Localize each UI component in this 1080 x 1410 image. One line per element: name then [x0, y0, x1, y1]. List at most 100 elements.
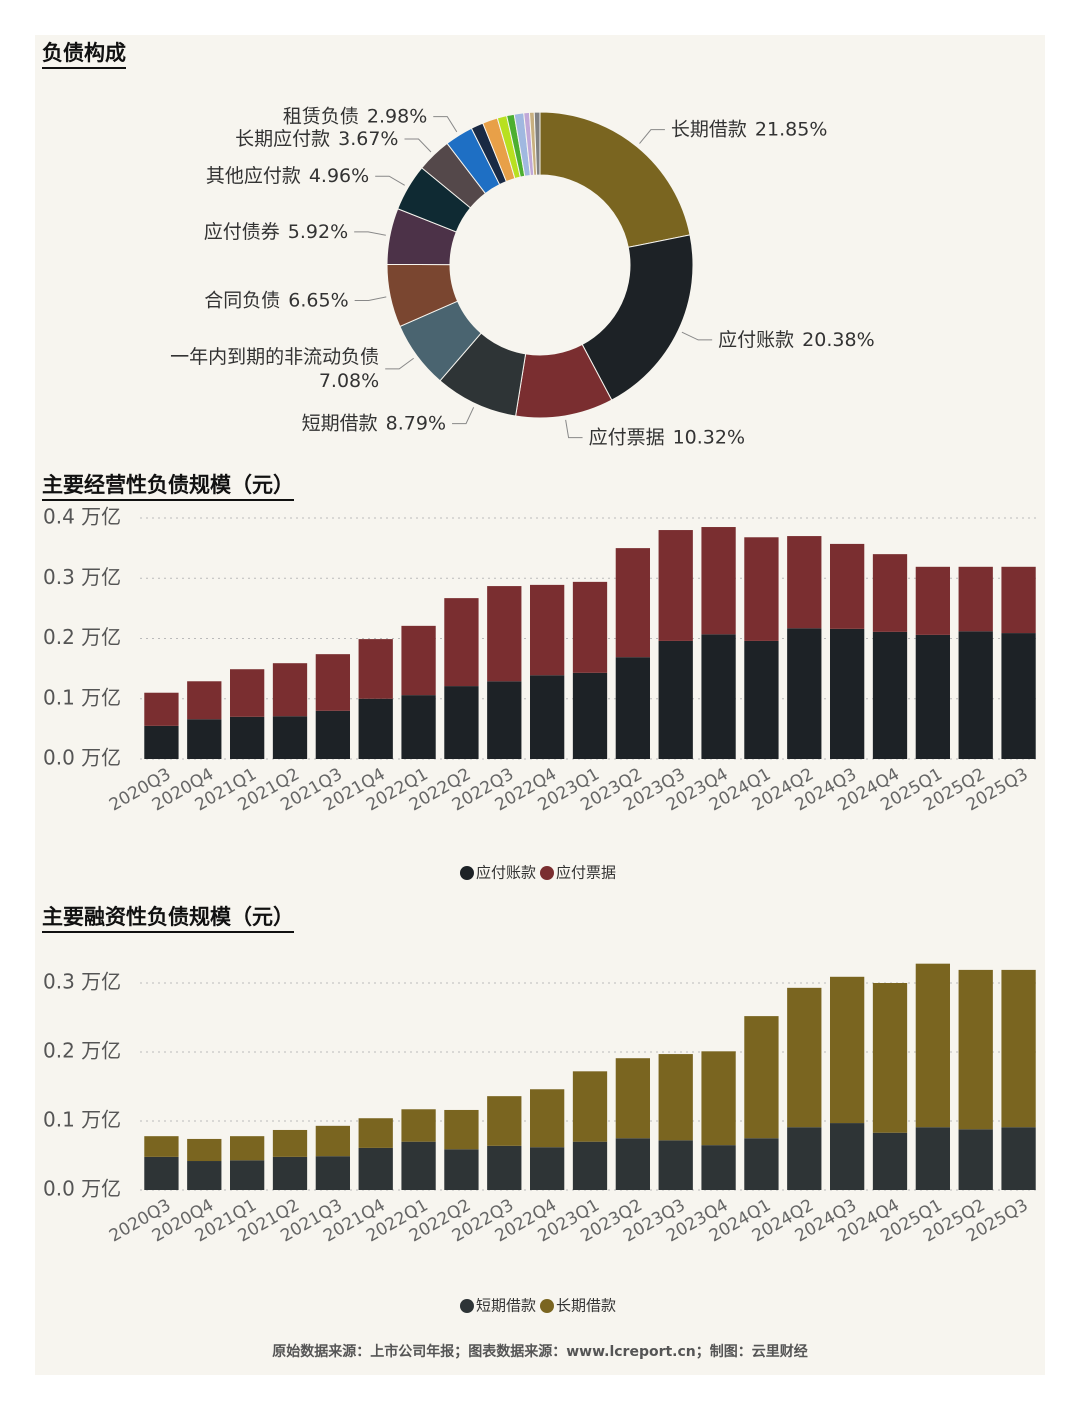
- chart-title: 负债构成: [42, 41, 126, 65]
- bar-segment: [530, 675, 565, 759]
- slice-value: 3.67%: [338, 128, 398, 150]
- bar-segment: [315, 710, 350, 759]
- bar-segment: [230, 669, 265, 717]
- bar-segment: [572, 672, 608, 759]
- y-tick-label: 0.2 万亿: [43, 1039, 121, 1063]
- bar-segment: [144, 1156, 179, 1190]
- bar-segment: [958, 631, 993, 759]
- y-tick-label: 0.1 万亿: [43, 685, 121, 709]
- bar-segment: [615, 657, 650, 759]
- bar-segment: [487, 586, 522, 682]
- bar-segment: [144, 692, 179, 726]
- bar-segment: [487, 1145, 522, 1190]
- bar-segment: [830, 1123, 865, 1190]
- slice-value: 4.96%: [309, 165, 369, 187]
- bar-segment: [787, 628, 822, 759]
- slice-value: 20.38%: [802, 328, 874, 350]
- bar-segment: [444, 686, 479, 759]
- bar-segment: [187, 681, 222, 720]
- y-tick-label: 0.1 万亿: [43, 1108, 121, 1132]
- bar-segment: [701, 527, 736, 635]
- bar-segment: [615, 548, 650, 658]
- bar-segment: [401, 1141, 436, 1190]
- bar-segment: [701, 1051, 736, 1146]
- bar-segment: [615, 1058, 650, 1139]
- bar-segment: [272, 1156, 308, 1190]
- leader-line: [565, 419, 583, 439]
- leader-line: [354, 296, 387, 302]
- y-tick-label: 0.3 万亿: [43, 970, 121, 994]
- bar-segment: [187, 719, 222, 759]
- bar-segment: [315, 1156, 350, 1190]
- slice-category: 应付票据: [589, 426, 665, 448]
- bar-segment: [572, 1141, 608, 1190]
- slice-value: 21.85%: [755, 118, 827, 140]
- leader-line: [452, 407, 475, 425]
- slice-category: 短期借款: [302, 412, 378, 434]
- legend-label: 短期借款: [476, 1297, 536, 1315]
- bar-segment: [658, 530, 693, 641]
- bar-segment: [487, 681, 522, 759]
- y-tick-label: 0.0 万亿: [43, 746, 121, 770]
- donut-slice: [533, 111, 541, 176]
- leader-line: [375, 175, 405, 186]
- slice-category: 其他应付款: [206, 165, 301, 187]
- bar-segment: [1001, 566, 1036, 634]
- legend-label: 应付票据: [556, 864, 616, 882]
- bar-segment: [444, 598, 479, 687]
- bar-segment: [272, 663, 308, 717]
- bar-segment: [444, 1109, 479, 1150]
- bar-segment: [1001, 969, 1036, 1128]
- slice-label: 长期借款 21.85%: [671, 118, 827, 140]
- bar-segment: [872, 983, 908, 1133]
- y-tick-label: 0.4 万亿: [43, 505, 121, 529]
- donut-slice: [539, 111, 691, 248]
- legend-swatch: [459, 1299, 474, 1313]
- bar-segment: [830, 543, 865, 629]
- slice-label: 其他应付款 4.96%: [206, 165, 369, 187]
- bar-segment: [958, 969, 993, 1130]
- leader-line: [681, 331, 713, 341]
- slice-value: 7.08%: [319, 369, 379, 391]
- bar-segment: [915, 963, 950, 1128]
- bar-segment: [915, 1127, 950, 1190]
- legend-label: 长期借款: [556, 1297, 616, 1315]
- bar-segment: [572, 1071, 608, 1142]
- bar-segment: [872, 631, 908, 759]
- slice-category: 应付账款: [718, 328, 794, 350]
- slice-label: 一年内到期的非流动负债 7.08%: [170, 345, 379, 391]
- slice-label: 应付债券 5.92%: [204, 220, 348, 242]
- bar-segment: [615, 1138, 650, 1190]
- bar-segment: [958, 1129, 993, 1190]
- leader-line: [354, 231, 386, 236]
- bar-segment: [787, 1127, 822, 1190]
- bar-segment: [358, 1147, 393, 1190]
- bar-segment: [787, 536, 822, 629]
- bar-segment: [658, 1054, 693, 1141]
- bar-segment: [144, 725, 179, 759]
- footer: 原始数据来源：上市公司年报；图表数据来源：www.lcreport.cn；制图：…: [272, 1343, 808, 1360]
- bar-segment: [701, 634, 736, 759]
- bar-segment: [444, 1149, 479, 1190]
- bar-segment: [1001, 633, 1036, 759]
- slice-label: 长期应付款 3.67%: [235, 128, 398, 150]
- y-tick-label: 0.3 万亿: [43, 565, 121, 589]
- bar-segment: [272, 1129, 308, 1157]
- bar-segment: [830, 628, 865, 759]
- slice-label: 短期借款 8.79%: [302, 412, 446, 434]
- bar-segment: [872, 554, 908, 632]
- bar-segment: [401, 625, 436, 696]
- leader-line: [404, 138, 432, 153]
- donut-slice: [581, 234, 694, 401]
- legend-swatch: [540, 866, 554, 880]
- bar-segment: [530, 1089, 565, 1148]
- bar-segment: [187, 1161, 222, 1190]
- bar-segment: [658, 640, 693, 759]
- bar-segment: [787, 987, 822, 1128]
- bar-segment: [915, 634, 950, 759]
- slice-category: 一年内到期的非流动负债: [170, 345, 379, 367]
- slice-value: 10.32%: [673, 426, 745, 448]
- leader-line: [433, 116, 458, 133]
- chart-title: 主要融资性负债规模（元）: [42, 905, 294, 929]
